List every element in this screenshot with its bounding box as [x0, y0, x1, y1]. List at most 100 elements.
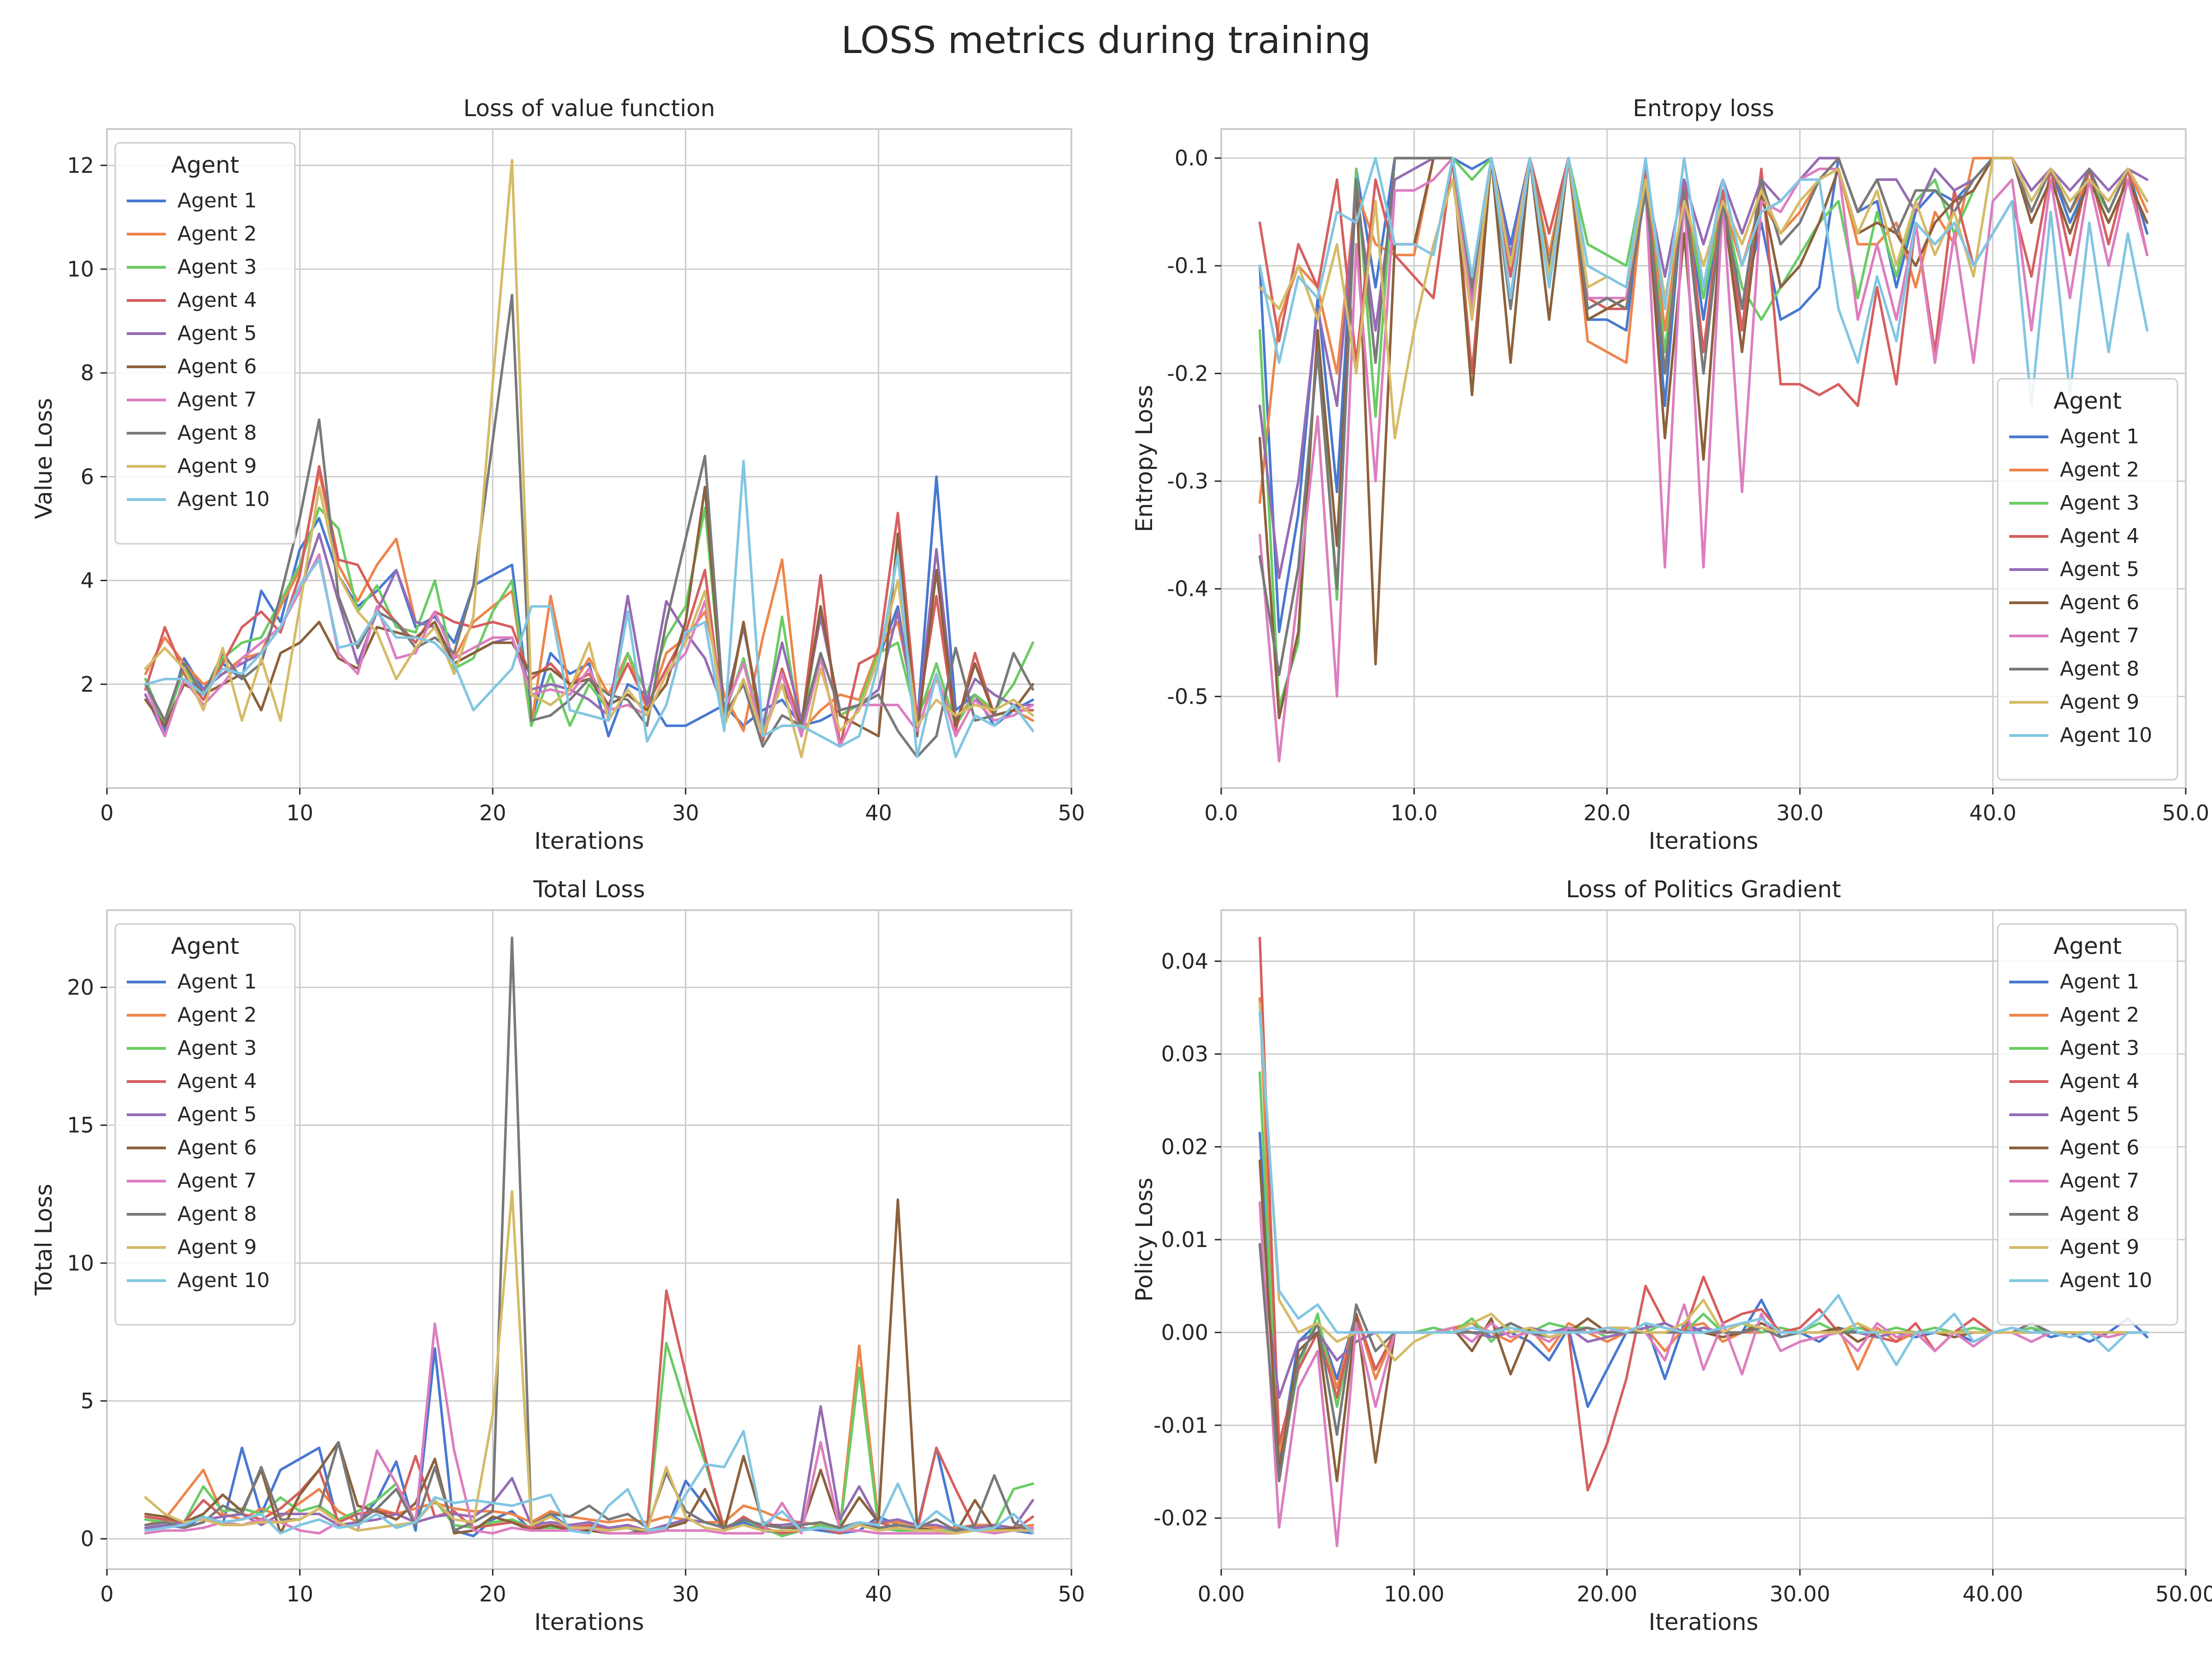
y-tick-label: -0.5	[1167, 684, 1208, 709]
y-axis-label: Total Loss	[30, 1184, 57, 1296]
y-tick-label: 0	[81, 1526, 94, 1551]
y-tick-label: 6	[81, 464, 94, 489]
x-tick-label: 10	[286, 800, 313, 825]
legend-entry: Agent 4	[177, 1070, 257, 1093]
series-line-agent-5	[144, 1405, 1035, 1532]
x-tick-label: 10.00	[1384, 1582, 1445, 1606]
legend: Agent Agent 1 Agent 2 Agent 3 Agent 4 Agent 5…	[1997, 378, 2178, 781]
legend-entry: Agent 3	[2060, 1036, 2139, 1060]
series-line-agent-10	[1258, 1011, 2149, 1366]
legend-entry: Agent 8	[2060, 1202, 2139, 1226]
legend-entry: Agent 8	[177, 1202, 257, 1226]
y-tick-label: -0.02	[1153, 1506, 1208, 1530]
x-tick-label: 40.0	[1969, 800, 2016, 825]
legend: Agent Agent 1 Agent 2 Agent 3 Agent 4 Agent 5…	[114, 142, 296, 545]
y-axis-label: Entropy Loss	[1131, 385, 1158, 532]
y-tick-label: -0.2	[1167, 361, 1208, 386]
subplot-title: Total Loss	[533, 876, 645, 903]
series-line-agent-9	[144, 1190, 1035, 1535]
legend-entry: Agent 3	[177, 255, 257, 279]
legend-entry: Agent 5	[177, 1103, 257, 1126]
series-line-agent-10	[144, 1430, 1035, 1535]
figure-title: LOSS metrics during training	[841, 19, 1371, 62]
plot-frame	[1220, 128, 2187, 789]
subplot-title: Loss of value function	[463, 95, 715, 122]
legend-entry: Agent 1	[177, 189, 257, 212]
legend: Agent Agent 1 Agent 2 Agent 3 Agent 4 Agent 5…	[114, 923, 296, 1326]
y-tick-label: 0.01	[1161, 1227, 1208, 1252]
x-tick-label: 50.0	[2162, 800, 2209, 825]
legend-entry: Agent 2	[177, 1003, 257, 1027]
legend-entry: Agent 6	[177, 355, 257, 378]
legend-entry: Agent 2	[2060, 458, 2139, 482]
y-axis-label: Value Loss	[30, 398, 57, 519]
y-tick-label: -0.3	[1167, 469, 1208, 494]
y-tick-label: 0.04	[1161, 949, 1208, 974]
legend-title: Agent	[171, 933, 239, 959]
y-tick-label: 10	[67, 257, 94, 282]
series-line-agent-2	[144, 470, 1035, 732]
plot-frame	[106, 128, 1072, 789]
subplot-title: Entropy loss	[1633, 95, 1774, 122]
x-tick-label: 30	[672, 800, 700, 825]
y-tick-label: 10	[67, 1251, 94, 1276]
y-tick-label: 20	[67, 975, 94, 1000]
y-tick-label: -0.1	[1167, 253, 1208, 278]
subplot-title: Loss of Politics Gradient	[1566, 876, 1841, 903]
legend-entry: Agent 9	[177, 1235, 257, 1259]
x-tick-label: 30	[672, 1582, 700, 1606]
x-axis-label: Iterations	[534, 1609, 644, 1635]
y-axis-label: Policy Loss	[1131, 1177, 1158, 1301]
series-line-agent-9	[1258, 157, 2149, 440]
legend-entry: Agent 8	[177, 421, 257, 445]
legend-entry: Agent 4	[177, 288, 257, 312]
x-tick-label: 40	[865, 1582, 892, 1606]
legend-entry: Agent 7	[177, 1169, 257, 1193]
series-line-agent-1	[144, 1347, 1035, 1537]
series-group	[1258, 157, 2149, 763]
x-tick-label: 40.00	[1963, 1582, 2024, 1606]
y-tick-label: 5	[81, 1388, 94, 1413]
legend-entry: Agent 10	[177, 488, 270, 511]
series-line-agent-7	[144, 1322, 1035, 1535]
legend-entry: Agent 7	[177, 388, 257, 412]
subplot-3: 0 10 20 30 40 50 0 5 10 15 20 Total Loss Iterations T…	[30, 876, 1085, 1635]
legend-entry: Agent 10	[177, 1269, 270, 1292]
series-line-agent-8	[144, 294, 1035, 759]
y-tick-label: 0.03	[1161, 1041, 1208, 1066]
y-tick-label: 12	[67, 153, 94, 178]
legend-entry: Agent 1	[2060, 970, 2139, 994]
legend-entry: Agent 3	[2060, 491, 2139, 515]
series-line-agent-4	[144, 465, 1035, 748]
plot-frame	[106, 909, 1072, 1570]
legend-box	[1997, 378, 2178, 781]
series-line-agent-9	[1258, 1001, 2149, 1362]
legend-box	[114, 923, 296, 1326]
legend-entry: Agent 5	[177, 322, 257, 345]
series-group	[1258, 936, 2149, 1547]
series-group	[144, 159, 1035, 759]
subplot-4: 0.00 10.00 20.00 30.00 40.00 50.00 0.04 0.03 0.0…	[1131, 876, 2212, 1635]
y-tick-label: -0.01	[1153, 1413, 1208, 1438]
series-line-agent-4	[144, 1289, 1035, 1535]
x-tick-label: 10.0	[1390, 800, 1437, 825]
x-tick-label: 10	[286, 1582, 313, 1606]
x-tick-label: 0	[100, 800, 113, 825]
legend-entry: Agent 6	[177, 1136, 257, 1159]
y-tick-label: 15	[67, 1113, 94, 1138]
subplot-1: 0 10 20 30 40 50 2 4 6 8 10 12 Loss of value functio…	[30, 95, 1085, 854]
legend-entry: Agent 4	[2060, 1070, 2139, 1093]
legend-entry: Agent 2	[177, 222, 257, 246]
y-tick-label: 4	[81, 568, 94, 593]
legend-title: Agent	[171, 152, 239, 178]
legend-entry: Agent 9	[177, 454, 257, 478]
legend-entry: Agent 5	[2060, 558, 2139, 581]
x-axis-label: Iterations	[1648, 828, 1758, 854]
subplot-2: 0.0 10.0 20.0 30.0 40.0 50.0 0.0 -0.1 -0.2 -0.3 -0…	[1131, 95, 2209, 854]
legend-box	[114, 142, 296, 545]
legend: Agent Agent 1 Agent 2 Agent 3 Agent 4 Agent 5…	[1997, 923, 2178, 1326]
legend-entry: Agent 7	[2060, 624, 2139, 647]
x-tick-label: 0	[100, 1582, 113, 1606]
x-axis-label: Iterations	[1648, 1609, 1758, 1635]
